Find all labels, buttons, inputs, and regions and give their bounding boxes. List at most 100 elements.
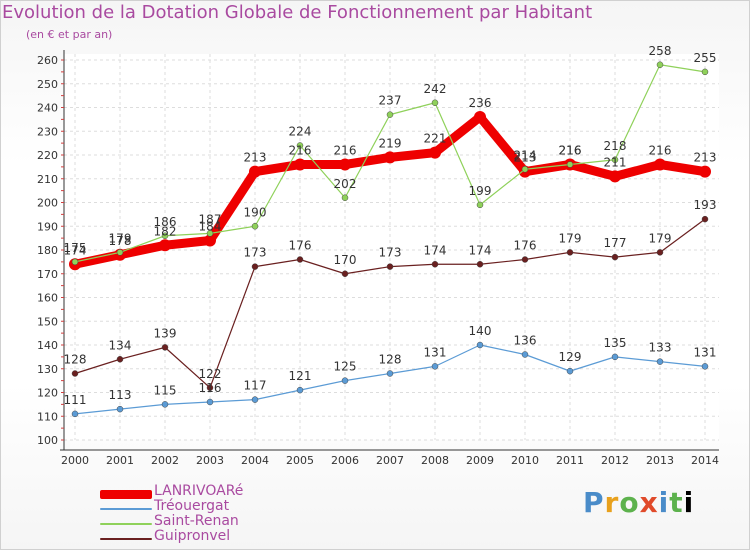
data-point-saint-renan [701,68,709,76]
data-point-guipronvel [566,249,574,256]
data-point-lanrivoar- [474,111,486,123]
data-point-saint-renan [521,166,529,173]
data-label-guipronvel: 179 [559,231,582,245]
data-label-guipronvel: 139 [154,326,177,340]
data-label-saint-renan: 218 [604,139,627,153]
data-point-guipronvel [206,384,214,391]
y-tick-label: 220 [37,149,58,162]
data-point-guipronvel [701,215,709,223]
data-point-lanrivoar- [609,170,621,183]
x-tick-label: 2014 [691,454,719,467]
data-point-guipronvel [71,370,79,377]
data-label-guipronvel: 122 [199,367,222,381]
legend-swatch-guipronvel [100,538,152,540]
data-label-tr-ouergat: 131 [424,345,447,359]
data-label-saint-renan: 214 [514,148,537,162]
x-tick-label: 2012 [601,454,629,467]
data-label-lanrivoar-: 213 [514,151,537,165]
data-point-saint-renan [656,61,664,68]
data-label-lanrivoar-: 213 [244,151,267,165]
data-label-guipronvel: 173 [244,246,267,260]
y-tick-label: 260 [37,54,58,67]
chart-subtitle: (en € et par an) [26,28,113,41]
y-tick-label: 190 [37,220,58,233]
data-label-saint-renan: 255 [694,51,717,65]
data-label-lanrivoar-: 213 [694,151,717,165]
data-point-saint-renan [296,142,304,149]
data-label-tr-ouergat: 125 [334,360,357,374]
data-point-guipronvel [476,261,484,268]
data-point-lanrivoar- [249,165,261,178]
data-label-lanrivoar-: 221 [424,132,447,146]
data-label-tr-ouergat: 113 [109,388,132,402]
data-point-guipronvel [656,249,664,256]
data-point-lanrivoar- [384,151,396,164]
data-label-saint-renan: 242 [424,82,447,96]
data-point-guipronvel [161,344,169,351]
data-label-tr-ouergat: 133 [649,341,672,355]
data-point-tr-ouergat [296,386,304,394]
y-tick-label: 160 [37,292,58,305]
data-point-guipronvel [341,270,349,277]
data-point-saint-renan [476,201,484,209]
legend-swatch-saint-renan [100,523,152,525]
data-label-tr-ouergat: 129 [559,350,582,364]
data-point-saint-renan [161,232,169,239]
data-label-saint-renan: 179 [109,231,132,245]
data-label-guipronvel: 128 [64,353,87,367]
y-tick-label: 250 [37,78,58,91]
data-point-tr-ouergat [611,353,619,361]
legend-swatch-lanrivoare [100,490,152,499]
data-point-tr-ouergat [656,358,664,365]
data-label-lanrivoar-: 216 [289,144,312,158]
data-point-tr-ouergat [701,363,709,370]
data-label-lanrivoar-: 211 [604,155,627,169]
legend-label-lanrivoare: LANRIVOARé [154,483,244,499]
data-label-lanrivoar-: 174 [64,243,87,257]
data-point-saint-renan [206,230,214,237]
x-tick-label: 2009 [466,454,494,467]
data-label-lanrivoar-: 216 [649,144,672,158]
data-label-lanrivoar-: 178 [109,234,132,248]
x-tick-label: 2003 [196,454,224,467]
data-point-guipronvel [296,256,304,263]
data-label-tr-ouergat: 111 [64,393,87,407]
x-tick-label: 2002 [151,454,179,467]
y-tick-label: 140 [37,339,58,352]
data-label-lanrivoar-: 216 [334,144,357,158]
x-tick-label: 2005 [286,454,314,467]
data-point-guipronvel [611,253,619,261]
data-point-saint-renan [386,111,394,118]
x-tick-label: 2004 [241,454,269,467]
data-label-saint-renan: 216 [559,144,582,158]
x-tick-label: 2006 [331,454,359,467]
x-tick-label: 2013 [646,454,674,467]
legend-label-treouergat: Tréouergat [154,498,230,514]
chart-title: Evolution de la Dotation Globale de Fonc… [2,2,593,23]
y-tick-label: 110 [37,410,58,423]
data-label-guipronvel: 176 [514,239,537,253]
data-point-tr-ouergat [386,370,394,377]
x-tick-label: 2001 [106,454,134,467]
y-tick-label: 150 [37,315,58,328]
data-point-tr-ouergat [566,367,574,375]
data-point-saint-renan [71,258,79,266]
data-point-saint-renan [341,194,349,201]
data-point-guipronvel [116,356,124,363]
data-label-guipronvel: 174 [424,243,447,257]
y-tick-label: 130 [37,363,58,376]
data-label-saint-renan: 202 [334,177,357,191]
data-label-guipronvel: 179 [649,231,672,245]
data-label-saint-renan: 258 [649,44,672,58]
data-point-saint-renan [116,249,124,256]
data-label-saint-renan: 187 [199,212,222,226]
data-label-guipronvel: 134 [109,338,132,352]
data-label-saint-renan: 175 [64,241,87,255]
legend-label-saint-renan: Saint-Renan [154,513,239,529]
data-point-tr-ouergat [161,401,169,408]
data-point-lanrivoar- [654,158,666,171]
y-tick-label: 170 [37,268,58,281]
data-point-guipronvel [431,261,439,268]
data-label-lanrivoar-: 184 [199,220,222,234]
y-tick-label: 120 [37,387,58,400]
